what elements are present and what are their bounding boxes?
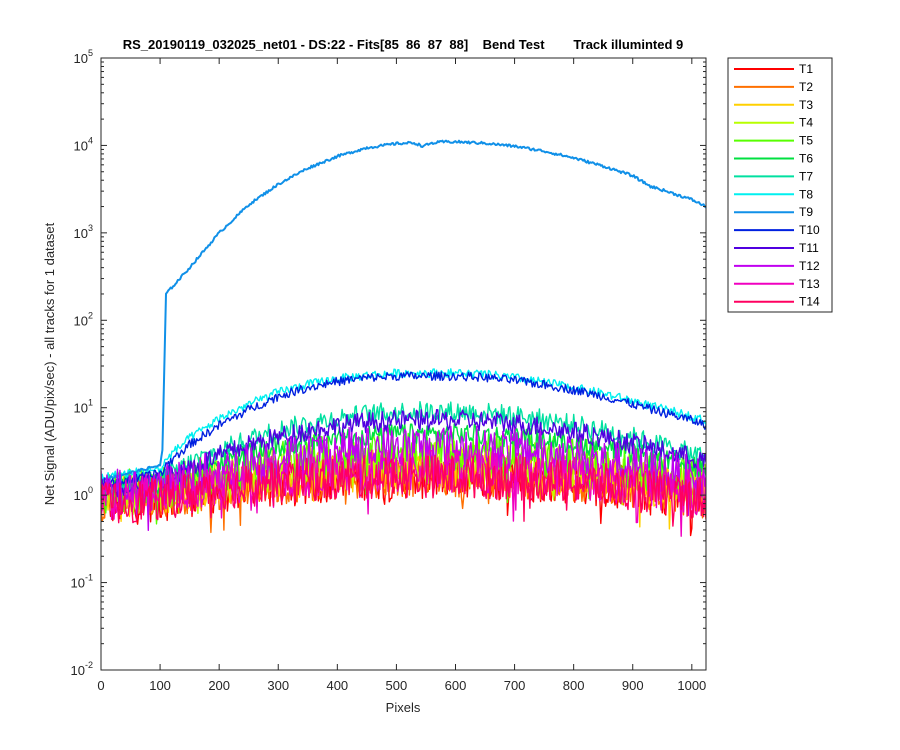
legend-label: T9 — [799, 205, 813, 219]
x-tick-label: 800 — [563, 678, 585, 693]
x-tick-label: 200 — [208, 678, 230, 693]
chart-title: RS_20190119_032025_net01 - DS:22 - Fits[… — [123, 37, 683, 52]
legend-label: T7 — [799, 169, 813, 183]
legend-label: T14 — [799, 295, 820, 309]
legend-item-t12: T12 — [734, 259, 820, 273]
series-line-t9 — [101, 139, 706, 481]
legend-item-t9: T9 — [734, 205, 813, 219]
legend-label: T11 — [799, 241, 819, 255]
legend-label: T6 — [799, 152, 813, 166]
y-tick-label: 10-1 — [71, 573, 93, 591]
series-line-t10 — [101, 371, 706, 489]
legend-label: T10 — [799, 223, 820, 237]
series-line-t11 — [101, 409, 706, 499]
legend-item-t10: T10 — [734, 223, 820, 237]
legend-label: T3 — [799, 98, 813, 112]
y-axis-label: Net Signal (ADU/pix/sec) - all tracks fo… — [42, 222, 57, 505]
x-tick-label: 0 — [97, 678, 104, 693]
x-axis-label: Pixels — [386, 700, 421, 715]
legend-item-t14: T14 — [734, 295, 820, 309]
legend-item-t7: T7 — [734, 169, 813, 183]
legend-label: T4 — [799, 116, 813, 130]
y-tick-label: 103 — [74, 223, 93, 241]
legend-item-t4: T4 — [734, 116, 813, 130]
y-tick-label: 100 — [74, 485, 93, 503]
legend-item-t11: T11 — [734, 241, 819, 255]
legend-item-t2: T2 — [734, 80, 813, 94]
series-line-t8 — [101, 368, 706, 481]
x-tick-label: 100 — [149, 678, 171, 693]
legend-label: T2 — [799, 80, 813, 94]
x-tick-label: 500 — [386, 678, 408, 693]
plot-background — [101, 58, 706, 670]
legend-item-t8: T8 — [734, 187, 813, 201]
x-tick-label: 400 — [326, 678, 348, 693]
legend-label: T8 — [799, 187, 813, 201]
y-tick-label: 102 — [74, 310, 93, 328]
legend-item-t13: T13 — [734, 277, 820, 291]
x-tick-label: 600 — [445, 678, 467, 693]
series-line-t14 — [101, 454, 706, 527]
x-tick-label: 300 — [267, 678, 289, 693]
legend-item-t6: T6 — [734, 152, 813, 166]
legend: T1 T2 T3 T4 T5 T6 T7 T8 T9 T10 T11 T12 T13 T14 — [727, 57, 833, 313]
plot-frame — [100, 57, 707, 671]
y-tick-label: 104 — [74, 135, 93, 153]
y-tick-label: 101 — [74, 398, 93, 416]
legend-box — [727, 57, 833, 313]
x-tick-label: 1000 — [677, 678, 706, 693]
legend-item-t1: T1 — [734, 62, 813, 76]
y-axis-ticks: 10-2 10-1 100 101 102 103 104 105 — [71, 48, 706, 678]
x-tick-label: 900 — [622, 678, 644, 693]
y-tick-label: 10-2 — [71, 660, 93, 678]
legend-item-t5: T5 — [734, 134, 813, 148]
legend-label: T5 — [799, 134, 813, 148]
legend-label: T12 — [799, 259, 820, 273]
series-layer — [101, 139, 706, 537]
series-line-t7 — [101, 401, 706, 495]
series-line-t12 — [101, 425, 706, 531]
x-axis-ticks: 0 100 200 300 400 500 600 700 800 900 1000 — [97, 58, 706, 693]
legend-label: T1 — [799, 62, 813, 76]
legend-label: T13 — [799, 277, 820, 291]
axes-layer — [100, 57, 707, 671]
x-tick-label: 700 — [504, 678, 526, 693]
legend-item-t3: T3 — [734, 98, 813, 112]
y-tick-label: 105 — [74, 48, 93, 66]
